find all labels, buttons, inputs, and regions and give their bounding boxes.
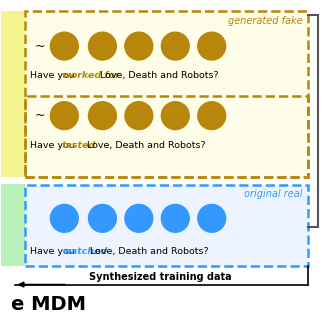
Text: e MDM: e MDM xyxy=(11,295,86,314)
Circle shape xyxy=(161,32,189,60)
Text: generated fake: generated fake xyxy=(228,16,303,26)
Text: Love, Death and Robots?: Love, Death and Robots? xyxy=(84,141,205,150)
FancyBboxPatch shape xyxy=(25,11,308,177)
Text: worked for: worked for xyxy=(62,71,120,80)
Circle shape xyxy=(125,204,153,232)
Circle shape xyxy=(50,102,78,130)
Circle shape xyxy=(198,32,226,60)
Circle shape xyxy=(50,204,78,232)
Circle shape xyxy=(89,204,116,232)
Text: Have you: Have you xyxy=(29,141,77,150)
Text: Love, Death and Robots?: Love, Death and Robots? xyxy=(87,247,208,256)
Text: tasted: tasted xyxy=(62,141,96,150)
Bar xyxy=(1,184,25,267)
Text: original real: original real xyxy=(244,188,303,198)
Circle shape xyxy=(198,102,226,130)
Text: ~: ~ xyxy=(34,40,45,52)
Text: watched: watched xyxy=(62,247,107,256)
Circle shape xyxy=(89,32,116,60)
Circle shape xyxy=(161,204,189,232)
Circle shape xyxy=(125,102,153,130)
Text: Love, Death and Robots?: Love, Death and Robots? xyxy=(97,71,218,80)
Text: Have you: Have you xyxy=(29,71,77,80)
Bar xyxy=(1,11,25,177)
Circle shape xyxy=(50,32,78,60)
FancyBboxPatch shape xyxy=(25,185,308,267)
Text: Synthesized training data: Synthesized training data xyxy=(89,272,232,282)
Circle shape xyxy=(89,102,116,130)
Circle shape xyxy=(198,204,226,232)
Text: ~: ~ xyxy=(34,109,45,122)
Circle shape xyxy=(125,32,153,60)
Text: Have you: Have you xyxy=(29,247,77,256)
Circle shape xyxy=(161,102,189,130)
